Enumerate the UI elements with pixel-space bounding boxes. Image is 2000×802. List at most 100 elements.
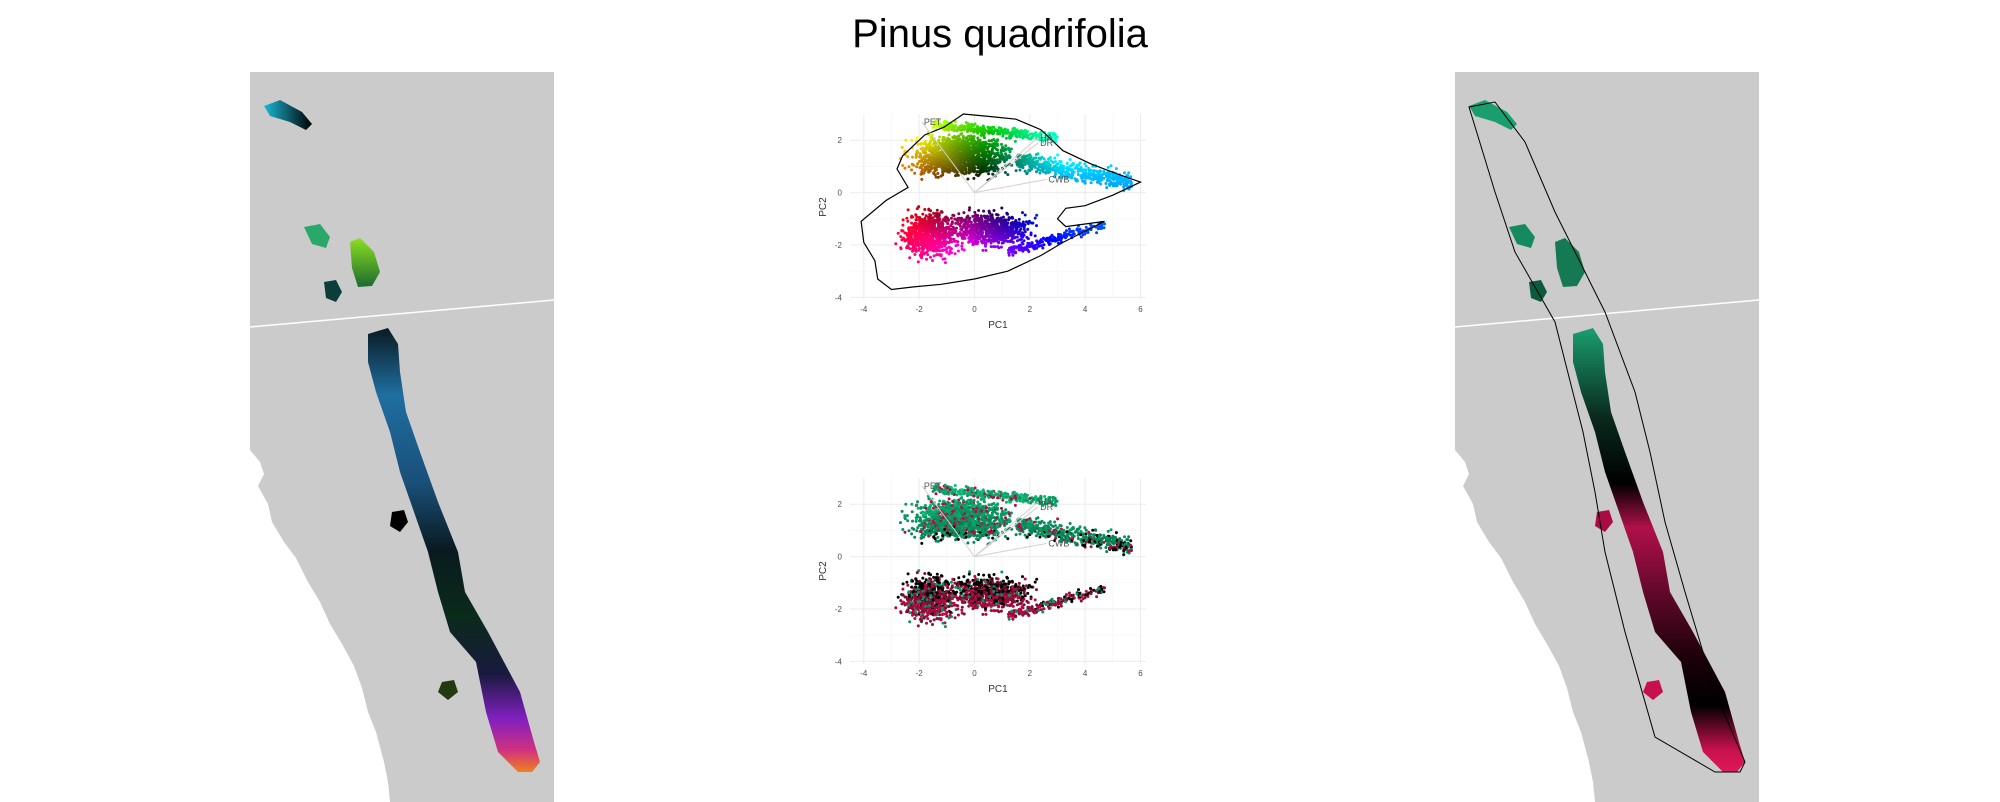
data-point [996,503,999,506]
data-point [1106,179,1109,182]
data-point [995,148,998,151]
data-point [899,235,902,238]
data-point [1057,237,1060,240]
data-point [918,247,921,250]
data-point [925,258,928,261]
data-point [1085,177,1088,180]
data-point [1008,148,1011,151]
data-point [1030,222,1033,225]
data-point [924,219,927,222]
data-point [968,169,971,172]
data-point [962,157,965,160]
data-point [1000,222,1003,225]
data-point [1102,170,1105,173]
data-point [911,216,914,219]
data-point [916,151,919,154]
data-point [993,209,996,212]
data-point [1107,166,1110,169]
data-point [968,142,971,145]
data-point [931,249,934,252]
data-point [926,230,929,233]
data-point [1001,158,1004,161]
data-point [956,232,959,235]
data-point [972,243,975,246]
data-point [924,143,927,146]
data-point [927,216,930,219]
data-point [1039,172,1042,175]
data-point [985,229,988,232]
data-point [972,164,975,167]
data-point [961,242,964,245]
data-point [924,507,927,510]
data-point [965,137,968,140]
data-point [936,172,939,175]
data-point [906,155,909,158]
data-point [943,164,946,167]
data-point [1020,129,1023,132]
data-point [915,165,918,168]
data-point [957,174,960,177]
data-point [953,169,956,172]
data-point [1019,244,1022,247]
data-point [919,156,922,159]
data-point [1103,226,1106,229]
data-point [981,162,984,165]
data-point [1096,181,1099,184]
data-point [988,144,991,147]
data-point [971,240,974,243]
data-point [991,167,994,170]
data-point [923,147,926,150]
data-point [930,231,933,234]
data-point [1007,251,1010,254]
data-point [920,506,923,509]
data-point [994,163,997,166]
data-point [912,246,915,249]
data-point [914,237,917,240]
data-point [958,139,961,142]
data-point [944,161,947,164]
loading-label: DR [1040,138,1053,148]
data-point [1041,247,1044,250]
data-point [954,227,957,230]
data-point [917,143,920,146]
data-point [905,217,908,220]
data-point [961,248,964,251]
data-point [1082,168,1085,171]
data-point [985,146,988,149]
data-point [926,250,929,253]
data-point [995,512,998,515]
data-point [1010,134,1013,137]
data-point [1024,170,1027,173]
data-point [995,530,998,533]
data-point [937,503,940,506]
data-point [924,222,927,225]
data-point [974,226,977,229]
data-point [963,125,966,128]
data-point [926,165,929,168]
data-point [1008,217,1011,220]
data-point [1043,243,1046,246]
data-point [936,209,939,212]
data-point [1112,175,1115,178]
data-point [977,129,980,132]
data-point [927,153,930,156]
data-point [1098,173,1101,176]
data-point [974,233,977,236]
data-point [977,231,980,234]
data-point [1077,173,1080,176]
data-point [989,235,992,238]
data-point [942,152,945,155]
data-point [992,231,995,234]
data-point [1006,226,1009,229]
data-point [913,536,916,539]
data-point [967,149,970,152]
data-point [971,229,974,232]
data-point [955,136,958,139]
data-point [906,234,909,237]
data-point [996,225,999,228]
data-point [1092,170,1095,173]
data-point [988,155,991,158]
data-point [899,521,902,524]
data-point [936,253,939,256]
data-point [1021,232,1024,235]
